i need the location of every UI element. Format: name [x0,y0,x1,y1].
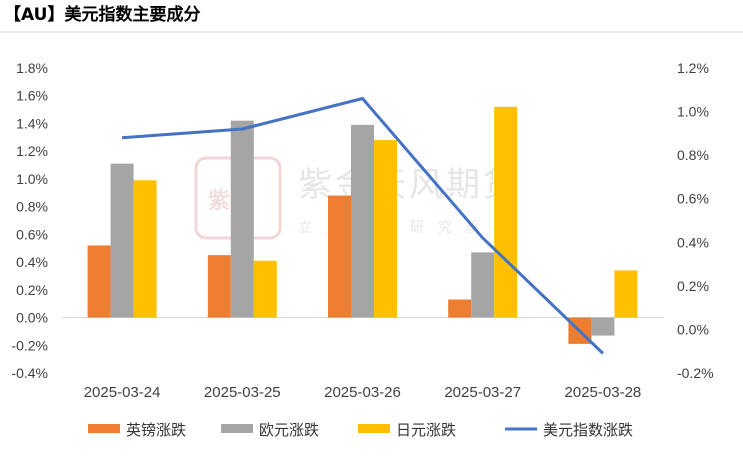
left-tick-label: -0.4% [11,365,48,381]
left-tick-label: 0.6% [16,226,48,242]
bar [253,260,277,318]
bar [230,120,254,318]
left-tick-label: 0.0% [16,310,48,326]
bar [110,163,134,318]
bar [207,255,231,318]
legend-label: 英镑涨跌 [126,421,186,439]
left-tick-label: 1.2% [16,143,48,159]
bar [328,195,351,318]
bar [374,140,397,318]
bar [494,106,518,318]
category-axis: 2025-03-24 2025-03-25 2025-03-26 2025-03-27… [84,384,642,401]
left-tick-label: 1.8% [16,60,48,76]
line-series-group [121,97,604,355]
legend: 英镑涨跌 欧元涨跌 日元涨跌 美元指数涨跌 [88,421,633,439]
right-tick-label: 0.4% [677,234,709,250]
right-tick-label: 0.0% [677,321,709,337]
bar [133,180,157,318]
legend-swatch [358,424,390,433]
right-tick-label: 0.2% [677,278,709,294]
category-label: 2025-03-28 [565,384,642,401]
right-tick-label: 1.2% [677,60,709,76]
legend-swatch [88,424,120,433]
right-tick-label: 0.6% [677,191,709,207]
right-tick-label: 1.0% [677,104,709,120]
category-label: 2025-03-26 [324,384,401,401]
left-tick-label: -0.2% [11,337,48,353]
legend-label: 欧元涨跌 [259,421,319,439]
bar [448,299,472,318]
category-label: 2025-03-24 [84,384,161,401]
series-line [121,97,604,355]
category-label: 2025-03-27 [444,384,521,401]
bar [591,317,615,336]
legend-swatch [221,424,253,433]
legend-label: 美元指数涨跌 [543,421,633,439]
left-tick-label: 1.0% [16,171,48,187]
bar [614,270,638,318]
left-tick-label: 0.2% [16,282,48,298]
right-tick-label: -0.2% [677,365,714,381]
category-label: 2025-03-25 [204,384,281,401]
chart-title: 【AU】美元指数主要成分 [4,4,200,25]
bar [351,124,374,318]
bar [87,245,111,318]
legend-label: 日元涨跌 [396,421,456,439]
left-tick-label: 0.8% [16,199,48,215]
right-axis: -0.2% 0.0% 0.2% 0.4% 0.6% 0.8% 1.0% 1.2% [677,60,714,381]
bars-group [87,106,638,344]
left-tick-label: 0.4% [16,254,48,270]
left-tick-label: 1.6% [16,88,48,104]
left-tick-label: 1.4% [16,115,48,131]
right-tick-label: 0.8% [677,147,709,163]
left-axis: -0.4% -0.2% 0.0% 0.2% 0.4% 0.6% 0.8% 1.0% 1.2% 1.… [11,60,48,381]
bar [471,252,495,318]
